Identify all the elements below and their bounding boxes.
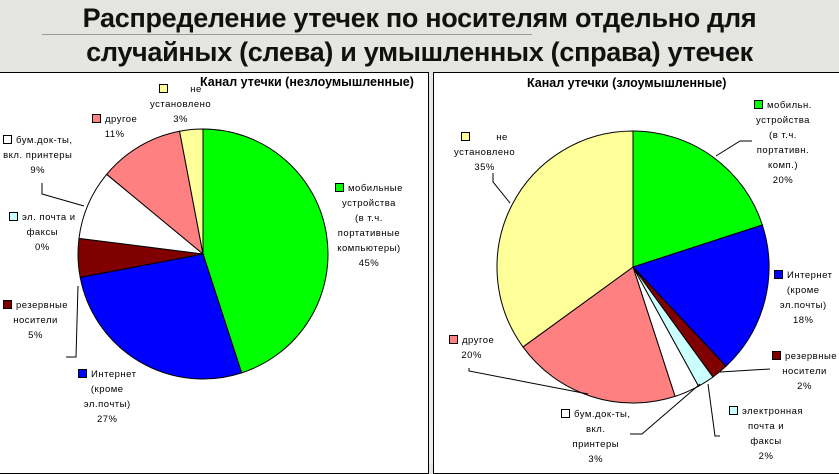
swatch-email xyxy=(729,405,738,415)
leader-line-email xyxy=(707,383,720,437)
swatch-other xyxy=(92,113,101,123)
pie-slice-internet xyxy=(632,224,770,367)
swatch-unknown xyxy=(461,131,471,141)
label-left-unknown: не установлено 3% xyxy=(150,83,212,125)
leader-line-unknown xyxy=(492,173,511,204)
label-right-mobile: мобильн. устройства (в т.ч. портативн. к… xyxy=(754,99,812,186)
leader-line-backup xyxy=(719,368,771,373)
label-right-other: другое 20% xyxy=(449,333,494,363)
chart-title-accidental: Канал утечки (незлоумышленные) xyxy=(200,75,414,89)
pie-slice-other xyxy=(105,130,204,256)
leader-line-mobile xyxy=(715,140,752,157)
leader-line-backup xyxy=(66,285,79,358)
label-left-paper: бум.док-ты, вкл. принтеры 9% xyxy=(3,134,73,176)
label-right-backup: резервные носители 2% xyxy=(772,349,837,394)
swatch-backup xyxy=(772,350,781,360)
title-divider xyxy=(42,34,532,35)
swatch-internet xyxy=(78,368,87,378)
swatch-internet xyxy=(774,269,783,279)
leader-line-other xyxy=(468,368,589,395)
label-left-mobile: мобильные устройства (в т.ч. портативные… xyxy=(335,181,403,271)
swatch-paper xyxy=(3,134,12,144)
pie-slice-other xyxy=(522,266,676,404)
label-right-unknown: не установлено 35% xyxy=(454,131,516,173)
swatch-mobile xyxy=(754,99,763,109)
label-right-internet: Интернет (кроме эл.почты) 18% xyxy=(774,268,832,328)
swatch-backup xyxy=(3,299,12,309)
label-right-paper: бум.док-ты, вкл. принтеры 3% xyxy=(561,407,631,467)
pie-slice-internet xyxy=(79,253,243,380)
page-title-line1: Распределение утечек по носителям отдель… xyxy=(82,3,757,33)
pie-slice-unknown xyxy=(178,128,204,255)
leader-line-paper xyxy=(630,383,701,435)
swatch-paper xyxy=(561,408,570,418)
swatch-unknown xyxy=(159,83,169,93)
label-left-email: эл. почта и факсы 0% xyxy=(9,210,76,255)
pie-slice-unknown xyxy=(496,130,634,348)
pie-chart-malicious xyxy=(468,130,771,437)
swatch-mobile xyxy=(335,182,344,192)
chart-title-malicious: Канал утечки (злоумышленные) xyxy=(527,76,727,90)
pie-chart-accidental xyxy=(41,128,329,380)
swatch-other xyxy=(449,334,458,344)
pie-slice-mobile xyxy=(632,130,763,268)
label-right-email: электронная почта и факсы 2% xyxy=(729,404,803,464)
pie-slice-mobile xyxy=(202,128,329,374)
leader-line-paper xyxy=(41,183,85,207)
label-left-backup: резервные носители 5% xyxy=(3,298,68,343)
label-left-other: другое 11% xyxy=(92,112,137,142)
swatch-email xyxy=(9,211,18,221)
page-title-line2: случайных (слева) и умышленных (справа) … xyxy=(86,37,753,67)
label-left-internet: Интернет (кроме эл.почты) 27% xyxy=(78,367,136,427)
